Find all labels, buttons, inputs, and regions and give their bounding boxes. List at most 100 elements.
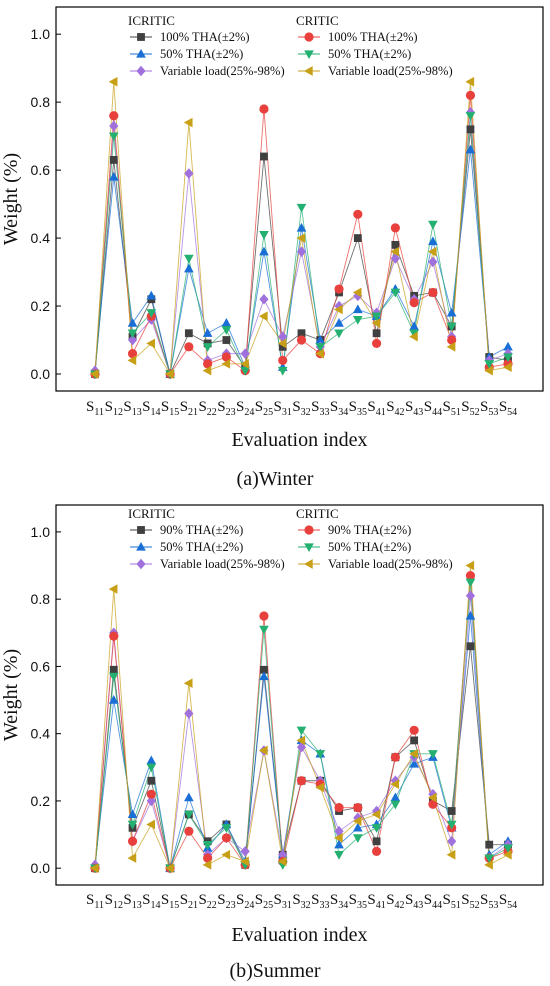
data-point — [278, 849, 288, 861]
data-point — [466, 642, 475, 651]
y-axis-label: Weight (%) — [0, 153, 22, 245]
x-tick-label: S21 — [180, 399, 198, 418]
legend-group-title: CRITIC — [296, 506, 339, 521]
legend-marker — [136, 65, 146, 77]
data-point — [221, 326, 232, 335]
data-point — [296, 776, 307, 786]
series-markers-3 — [90, 571, 513, 873]
data-point — [296, 735, 306, 746]
data-point — [371, 805, 382, 817]
plot-frame — [55, 6, 544, 392]
data-point — [315, 343, 326, 352]
data-point — [221, 849, 231, 860]
y-tick-label: 0.8 — [31, 591, 51, 607]
data-point — [296, 726, 307, 736]
legend-marker — [136, 541, 146, 551]
x-tick-label: S44 — [424, 399, 442, 418]
data-point — [446, 341, 456, 352]
x-tick-label: S31 — [274, 399, 292, 418]
data-point — [183, 117, 193, 128]
x-tick-label: S12 — [105, 399, 123, 418]
series-line-4 — [94, 582, 509, 870]
x-tick-label: S15 — [161, 399, 179, 418]
data-point — [109, 111, 119, 121]
data-point — [334, 329, 344, 339]
data-point — [465, 560, 475, 571]
x-tick-label: S13 — [123, 399, 141, 418]
data-point — [352, 287, 362, 298]
data-point — [108, 132, 119, 142]
legend-entry: Variable load(25%-98%) — [160, 64, 285, 78]
data-point — [334, 317, 344, 327]
x-tick-label: S33 — [311, 399, 329, 418]
x-tick-label: S25 — [255, 892, 273, 911]
series-markers-5 — [89, 560, 512, 874]
data-point — [428, 287, 438, 298]
data-point — [240, 358, 249, 369]
y-tick-label: 0.4 — [31, 726, 51, 742]
data-point — [260, 665, 268, 674]
data-point — [259, 246, 269, 256]
data-point — [221, 317, 232, 327]
data-point — [484, 360, 495, 369]
data-point — [108, 672, 119, 682]
data-point — [259, 104, 269, 114]
legend-marker — [304, 525, 314, 535]
data-point — [446, 820, 457, 830]
y-tick-label: 0.2 — [31, 298, 51, 314]
x-tick-label: S35 — [349, 892, 367, 911]
data-point — [485, 840, 494, 849]
data-point — [371, 318, 381, 328]
data-point — [203, 359, 213, 369]
data-point — [277, 856, 287, 867]
x-tick-label: S52 — [461, 892, 479, 911]
data-point — [315, 782, 324, 793]
data-point — [409, 758, 419, 768]
data-point — [202, 343, 213, 352]
data-point — [296, 246, 307, 257]
x-tick-label: S23 — [217, 892, 235, 911]
data-point — [203, 853, 213, 863]
legend-entry: 50% THA(±2%) — [160, 540, 243, 554]
data-point — [390, 800, 401, 810]
data-point — [466, 125, 475, 134]
data-point — [409, 321, 419, 331]
data-point — [390, 223, 400, 233]
data-point — [465, 590, 476, 602]
legend-entry: 50% THA(±2%) — [328, 540, 411, 554]
data-point — [127, 853, 137, 863]
panel-caption: (b)Summer — [229, 960, 320, 982]
data-point — [184, 263, 194, 273]
data-point — [333, 304, 343, 315]
data-point — [447, 835, 457, 847]
data-point — [352, 304, 363, 314]
data-point — [446, 849, 456, 860]
legend-marker — [136, 48, 146, 58]
data-point — [352, 834, 363, 843]
data-point — [372, 329, 381, 338]
data-point — [184, 708, 194, 719]
data-point — [315, 750, 326, 759]
data-point — [465, 90, 476, 100]
x-tick-label: S21 — [180, 892, 198, 911]
data-point — [353, 234, 362, 242]
data-point — [484, 365, 493, 376]
legend-marker — [304, 32, 314, 42]
data-point — [258, 311, 268, 322]
data-point — [428, 799, 438, 809]
data-point — [390, 779, 400, 789]
data-point — [315, 334, 326, 344]
x-tick-label: S41 — [367, 399, 385, 418]
data-point — [89, 369, 99, 379]
legend-entry: Variable load(25%-98%) — [160, 557, 285, 571]
data-point — [108, 76, 118, 87]
data-point — [184, 826, 194, 836]
data-point — [127, 349, 138, 359]
data-point — [184, 810, 194, 820]
data-point — [484, 854, 495, 864]
data-point — [334, 839, 344, 849]
y-tick-label: 0.4 — [31, 230, 51, 246]
data-point — [277, 366, 288, 376]
data-point — [447, 335, 457, 345]
data-point — [127, 329, 138, 339]
